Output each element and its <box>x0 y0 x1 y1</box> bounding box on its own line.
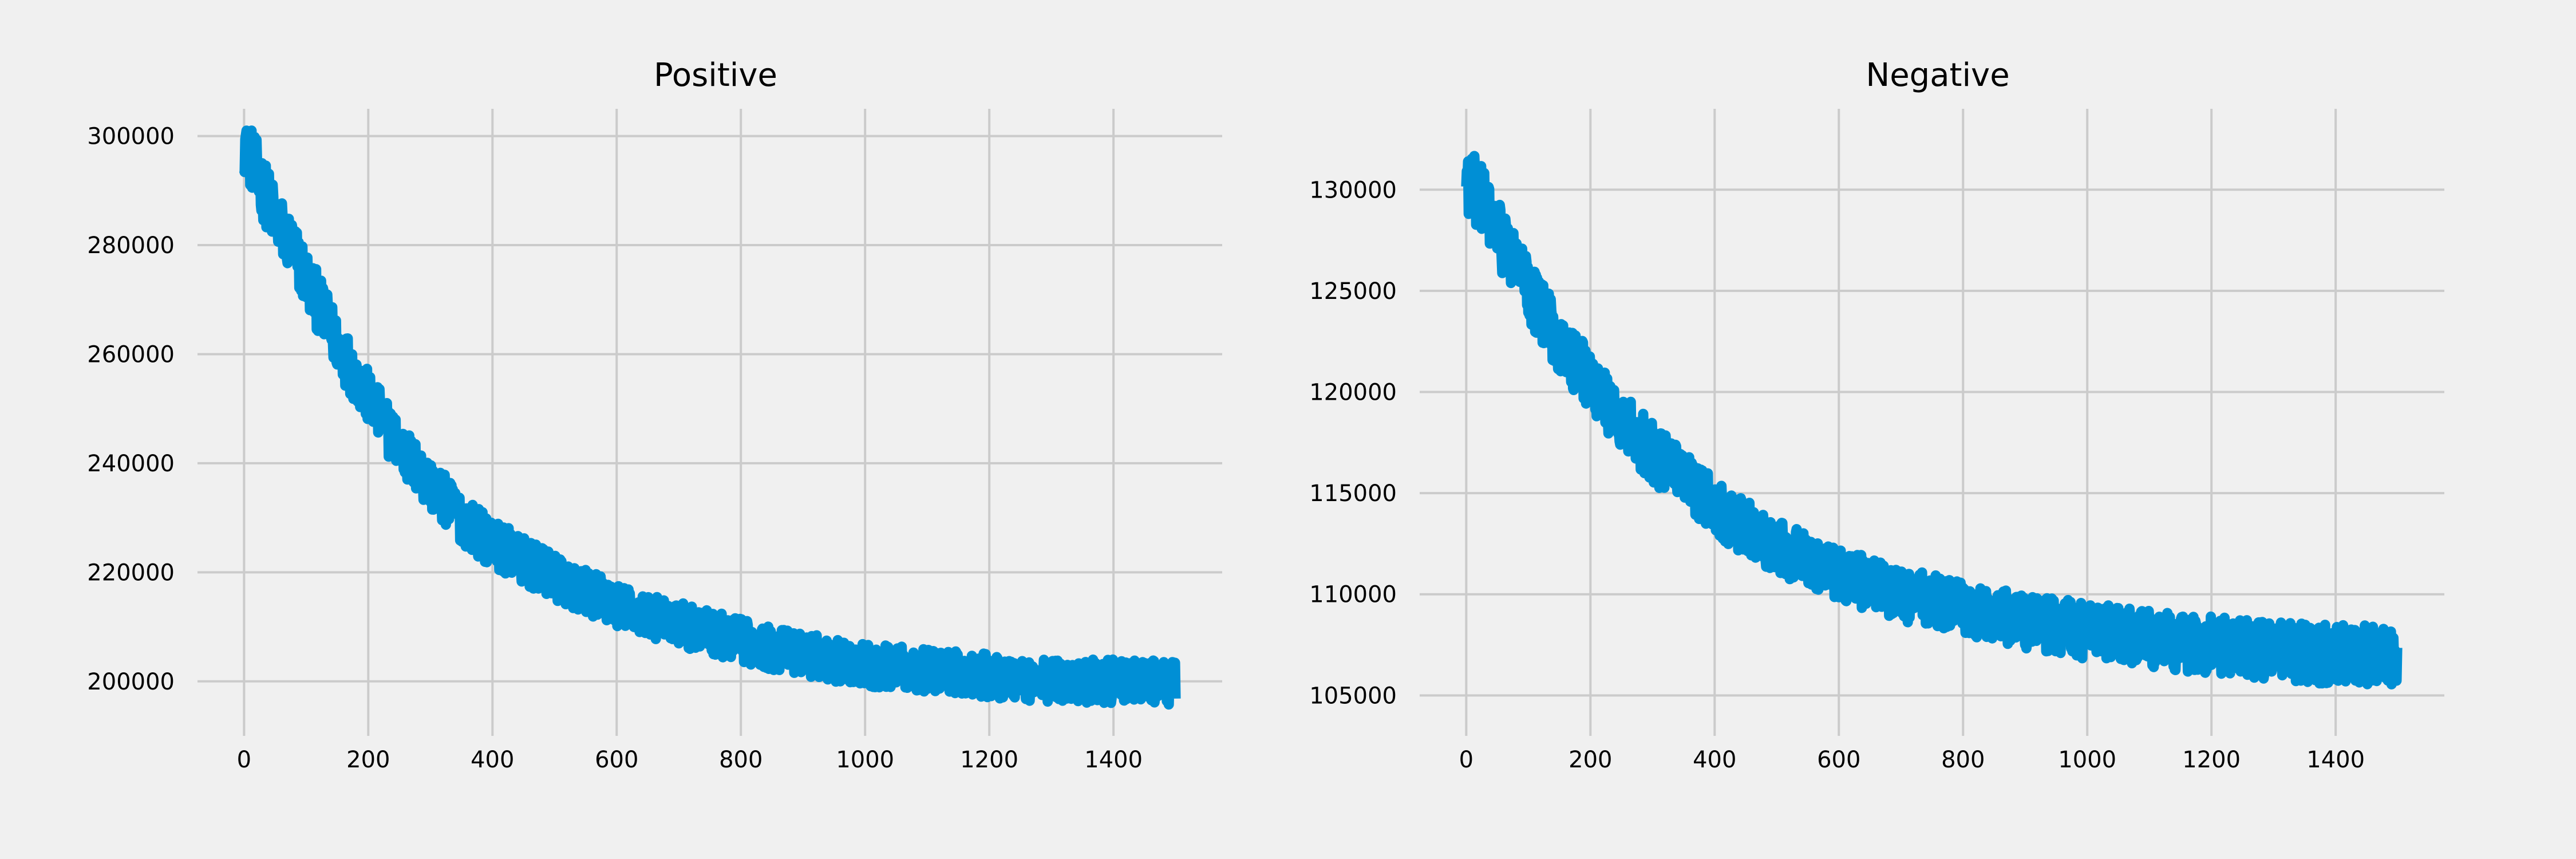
plot-area <box>239 125 1181 710</box>
x-tick-label: 1400 <box>1084 747 1143 773</box>
x-tick-label: 800 <box>1941 747 1985 773</box>
x-tick-label: 0 <box>237 747 251 773</box>
x-tick-label: 600 <box>1817 747 1860 773</box>
chart-negative: Negative 0 200 400 600 800 1000 1200 1400 105000… <box>1309 57 2444 773</box>
x-tick-label: 600 <box>595 747 638 773</box>
y-tick-label: 220000 <box>87 559 175 586</box>
grid <box>197 109 1222 736</box>
y-tick-label: 115000 <box>1309 480 1397 507</box>
plot-area <box>1461 151 2403 689</box>
x-tick-label: 400 <box>471 747 514 773</box>
x-tick-label: 200 <box>346 747 390 773</box>
x-tick-label: 1000 <box>836 747 894 773</box>
y-tick-label: 110000 <box>1309 582 1397 608</box>
tick-labels: 0 200 400 600 800 1000 1200 1400 200000 220000 240… <box>87 124 1143 773</box>
y-tick-label: 240000 <box>87 451 175 477</box>
y-tick-label: 125000 <box>1309 278 1397 305</box>
y-tick-label: 105000 <box>1309 683 1397 709</box>
series-line <box>239 125 1181 710</box>
y-tick-label: 130000 <box>1309 177 1397 203</box>
x-tick-label: 400 <box>1693 747 1736 773</box>
x-tick-label: 0 <box>1459 747 1473 773</box>
y-tick-label: 120000 <box>1309 380 1397 406</box>
x-tick-label: 1000 <box>2058 747 2116 773</box>
y-tick-label: 260000 <box>87 341 175 368</box>
x-tick-label: 1400 <box>2306 747 2365 773</box>
x-tick-label: 1200 <box>2182 747 2241 773</box>
y-tick-label: 300000 <box>87 124 175 150</box>
x-tick-label: 200 <box>1568 747 1612 773</box>
chart-positive: Positive 0 200 400 600 800 1000 1200 1400 200000… <box>87 57 1222 773</box>
tick-labels: 0 200 400 600 800 1000 1200 1400 105000 110000 115… <box>1309 177 2365 773</box>
series-line <box>1461 151 2403 689</box>
chart-title: Negative <box>1866 57 2009 94</box>
chart-title: Positive <box>654 57 777 94</box>
x-tick-label: 800 <box>719 747 762 773</box>
x-tick-label: 1200 <box>960 747 1018 773</box>
y-tick-label: 280000 <box>87 233 175 259</box>
y-tick-label: 200000 <box>87 669 175 695</box>
